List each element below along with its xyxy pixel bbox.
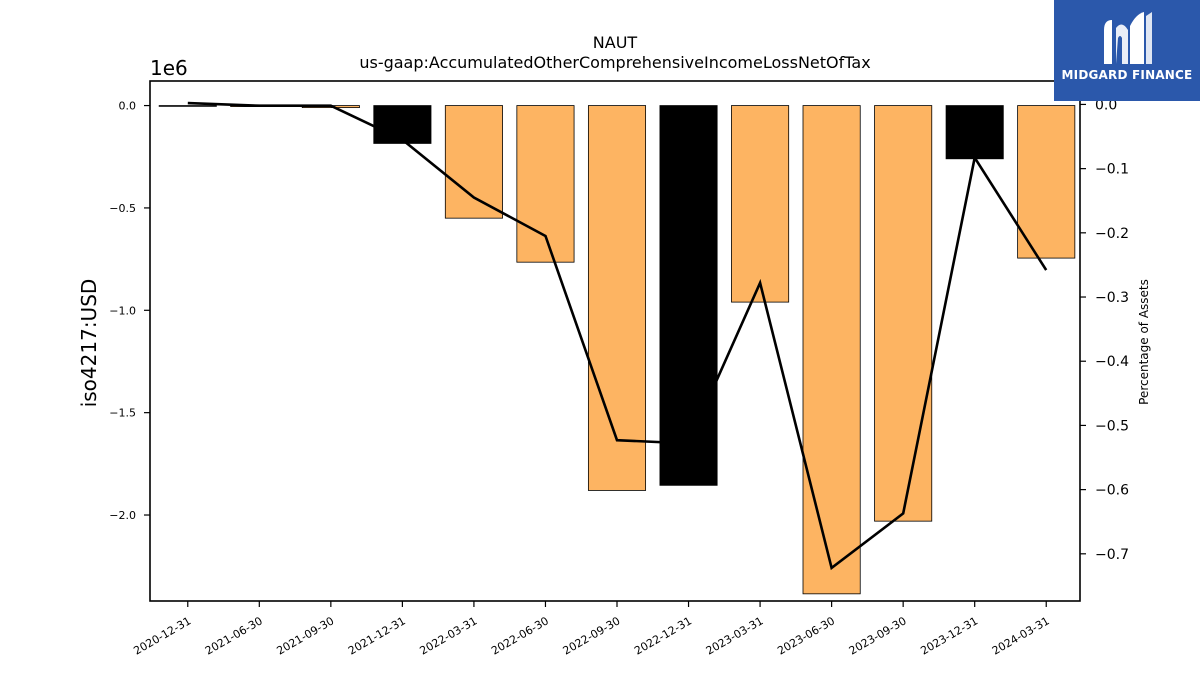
y-tick-label: −1.0 [109, 304, 136, 317]
bar-2022-12-31 [659, 105, 718, 486]
x-tick-label: 2022-12-31 [632, 614, 694, 657]
bar-2021-12-31 [373, 105, 432, 144]
x-tick-label: 2024-03-31 [990, 614, 1052, 657]
x-tick-label: 2021-12-31 [346, 614, 408, 657]
y2-tick-label: −0.6 [1095, 483, 1129, 499]
x-tick-label: 2023-09-30 [847, 614, 909, 657]
bar-2022-03-31 [444, 105, 503, 219]
bar-2023-06-30 [802, 105, 861, 595]
chart-title: NAUT [593, 33, 638, 52]
x-tick-label: 2022-03-31 [418, 614, 480, 657]
line-group [187, 101, 1048, 571]
x-tick-label: 2020-12-31 [131, 614, 193, 657]
x-tick-label: 2023-12-31 [918, 614, 980, 657]
y2-tick-label: −0.2 [1095, 226, 1129, 242]
y2-tick-label: −0.3 [1095, 290, 1129, 306]
bar-2022-09-30 [587, 105, 647, 491]
brand-logo-text: MIDGARD FINANCE [1061, 68, 1193, 82]
x-tick-label: 2022-09-30 [561, 614, 623, 657]
x-tick-label: 2023-06-30 [775, 614, 837, 657]
bar-2023-09-30 [874, 105, 933, 522]
y-tick-label: −2.0 [109, 509, 136, 522]
y2-tick-label: −0.1 [1095, 162, 1129, 178]
x-tick-label: 2023-03-31 [704, 614, 766, 657]
y2-tick-label: −0.5 [1095, 418, 1129, 434]
y2-tick-label: −0.7 [1095, 547, 1129, 563]
y2-tick-label: 0.0 [1095, 97, 1117, 113]
bar-2023-12-31 [945, 105, 1004, 160]
chart-subtitle: us-gaap:AccumulatedOtherComprehensiveInc… [359, 53, 870, 72]
bar-2023-03-31 [731, 105, 790, 303]
y2-tick-label: −0.4 [1095, 354, 1129, 370]
y2-axis-label: Percentage of Assets [1137, 279, 1151, 405]
y-tick-label: −1.5 [109, 407, 136, 420]
bars-group [158, 105, 1076, 595]
brand-logo: MIDGARD FINANCE [1054, 0, 1200, 101]
x-tick-label: 2022-06-30 [489, 614, 551, 657]
x-tick-label: 2021-06-30 [203, 614, 265, 657]
bar-2020-12-31 [158, 105, 217, 107]
y-tick-label: 0.0 [119, 100, 137, 113]
y-axis-offset-label: 1e6 [150, 56, 188, 80]
y-axis-label: iso4217:USD [77, 279, 101, 408]
plot-frame [149, 80, 1081, 602]
percentage-of-assets-line [187, 101, 1048, 571]
y-tick-label: −0.5 [109, 202, 136, 215]
bar-2024-03-31 [1017, 105, 1076, 259]
midgard-logo-icon [1104, 12, 1152, 65]
x-tick-label: 2021-09-30 [274, 614, 336, 657]
